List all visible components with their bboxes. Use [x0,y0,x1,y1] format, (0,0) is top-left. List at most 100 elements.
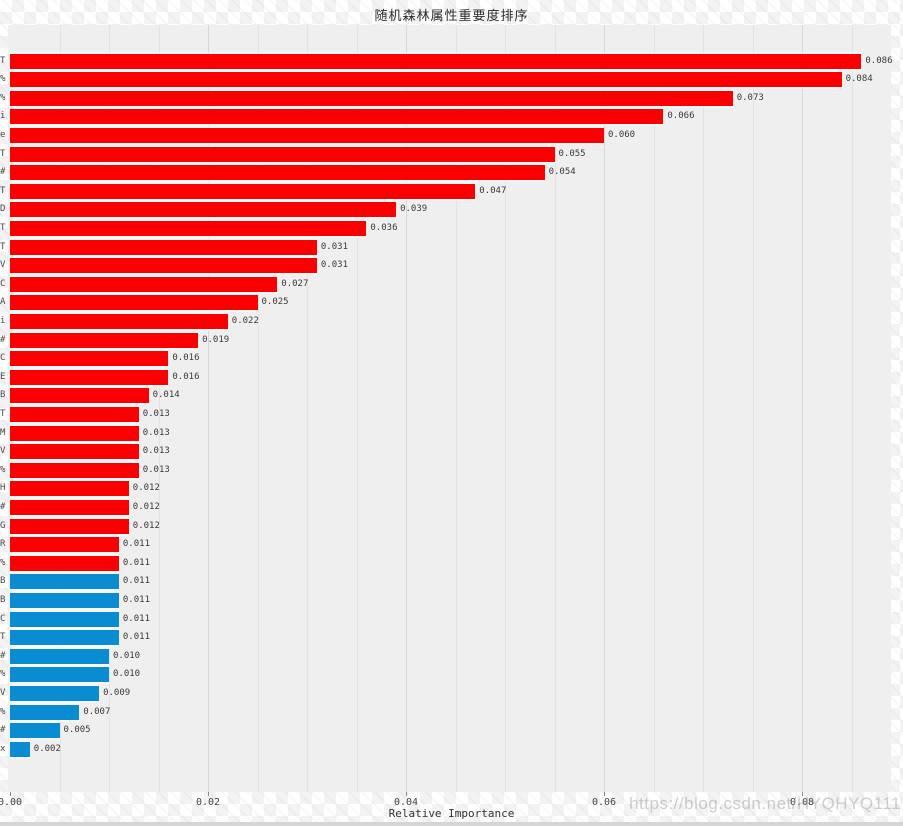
bar [10,183,476,199]
y-axis-label: V [0,687,6,698]
bar-value-label: 0.012 [132,483,160,494]
gridline-minor [356,25,358,792]
bottom-edge-line [0,822,903,826]
bar [10,406,139,422]
gridline-minor [554,25,556,792]
gridline-major [406,25,407,792]
bar [10,295,258,311]
y-axis-label: B [0,390,6,401]
bar-value-label: 0.013 [142,408,170,419]
bar [10,239,317,255]
bar-value-label: 0.084 [845,74,873,85]
x-tick-mark [604,792,605,796]
bar-value-label: 0.025 [261,297,289,308]
bar [10,72,842,88]
watermark-url: https://blog.csdn.net/HYQHYQ111 [629,794,901,813]
y-axis-label: # [0,334,6,345]
y-axis-label: i [0,111,6,122]
gridline-minor [257,25,259,792]
bar-value-label: 0.014 [152,390,180,401]
y-axis-label: C [0,353,6,364]
x-tick-label: 0.06 [591,797,617,808]
y-axis-label: x [0,743,6,754]
bar [10,667,109,683]
bar [10,109,664,125]
bar-value-label: 0.010 [113,650,141,661]
y-axis-label: E [0,371,6,382]
y-axis-label: T [0,55,6,66]
bar-value-label: 0.086 [865,55,893,66]
x-tick-mark [208,792,209,796]
y-axis-label: V [0,260,6,271]
y-axis-label: i [0,315,6,326]
y-axis-label: # [0,501,6,512]
y-axis-label: T [0,222,6,233]
bar [10,388,149,404]
bar-value-label: 0.011 [122,539,150,550]
bar [10,481,129,497]
gridline-minor [851,25,853,792]
x-tick-label: 0.04 [393,797,419,808]
bar-value-label: 0.011 [122,576,150,587]
chart-title: 随机森林属性重要度排序 [374,9,529,24]
gridline-minor [505,25,506,792]
y-axis-label: C [0,613,6,624]
plot-area: 0.086 0.084 0.073 0.066 0.060 0.055 0.054 0.047… [8,25,893,792]
bar [10,425,139,441]
bar [10,444,139,460]
bar-value-label: 0.011 [122,613,150,624]
x-tick-mark [10,792,11,796]
y-axis-label: % [0,706,6,717]
y-axis-label: T [0,148,6,159]
bar [10,313,228,329]
bar-value-label: 0.060 [608,129,636,140]
bar-value-label: 0.012 [132,520,160,531]
bar [10,276,278,292]
bar-value-label: 0.027 [281,278,309,289]
y-axis-label: T [0,632,6,643]
x-tick-label: 0.00 [0,797,23,808]
bar-value-label: 0.055 [558,148,586,159]
y-axis-label: D [0,204,6,215]
y-axis-label: % [0,74,6,85]
gridline-minor [307,25,308,792]
y-axis-label: e [0,129,6,140]
bar [10,518,129,534]
y-axis-label: % [0,92,6,103]
bar-value-label: 0.016 [172,371,200,382]
x-tick-mark [406,792,407,796]
bar [10,574,119,590]
y-axis-label: H [0,483,6,494]
y-axis-label: B [0,594,6,605]
bar [10,90,733,106]
x-tick-mark [802,792,803,796]
gridline-major [802,25,803,792]
bar-value-label: 0.002 [33,743,61,754]
bar-value-label: 0.012 [132,501,160,512]
gridline-minor [752,25,754,792]
bar-value-label: 0.031 [320,241,348,252]
bar-value-label: 0.010 [113,669,141,680]
y-axis-label: V [0,446,6,457]
y-axis-label: % [0,557,6,568]
gridline-minor [455,25,457,792]
bar-value-label: 0.005 [63,725,91,736]
bar-value-label: 0.016 [172,353,200,364]
bar-value-label: 0.013 [142,464,170,475]
bar [10,537,119,553]
y-axis-label: T [0,185,6,196]
x-tick-label: 0.08 [789,797,815,808]
bar [10,369,169,385]
bar [10,127,604,143]
y-axis-label: A [0,297,6,308]
gridline-minor [703,25,704,792]
y-axis-label: B [0,576,6,587]
y-axis-label: # [0,725,6,736]
y-axis-label: T [0,241,6,252]
bar [10,202,397,218]
bar [10,332,199,348]
bar [10,685,100,701]
bar-value-label: 0.036 [370,222,398,233]
bar-value-label: 0.011 [122,632,150,643]
